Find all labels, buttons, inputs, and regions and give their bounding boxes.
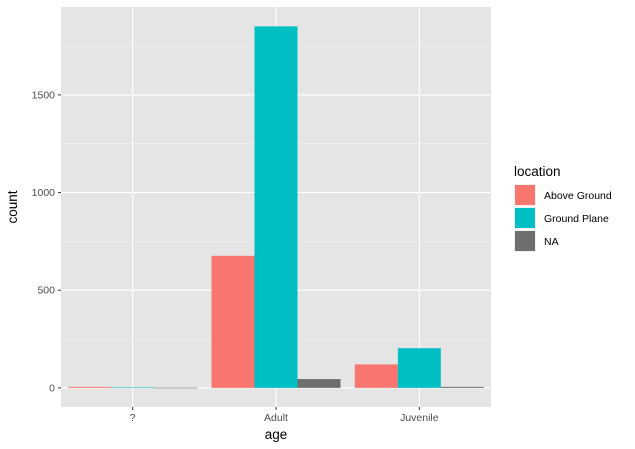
legend-label: NA (544, 236, 559, 248)
legend: location Above Ground Ground Plane NA (514, 164, 612, 252)
bar (154, 387, 198, 389)
legend-items: Above Ground Ground Plane NA (514, 184, 612, 252)
x-tick-label: ? (130, 412, 136, 424)
bar (211, 255, 255, 388)
legend-swatch (515, 185, 535, 205)
y-tick-label: 500 (37, 285, 55, 297)
x-tick-label: Juvenile (400, 412, 439, 424)
y-tick-label: 1500 (32, 89, 56, 101)
x-axis-title: age (265, 427, 288, 442)
x-tick-label: Adult (264, 412, 288, 424)
y-axis-title: count (5, 190, 20, 223)
bar (440, 386, 484, 388)
y-axis: 0 500 1000 1500 (32, 89, 61, 394)
y-tick-label: 0 (49, 382, 55, 394)
bar (111, 387, 155, 389)
bar (297, 379, 341, 388)
legend-swatch (515, 231, 535, 251)
legend-title: location (514, 164, 561, 179)
legend-swatch (515, 208, 535, 228)
x-axis: ? Adult Juvenile (130, 407, 439, 424)
bar (354, 364, 398, 388)
bar (254, 26, 298, 388)
y-tick-label: 1000 (32, 187, 56, 199)
bars (68, 26, 484, 389)
bar (397, 348, 441, 388)
bar (68, 386, 112, 388)
legend-label: Above Ground (544, 190, 612, 202)
legend-label: Ground Plane (544, 213, 609, 225)
